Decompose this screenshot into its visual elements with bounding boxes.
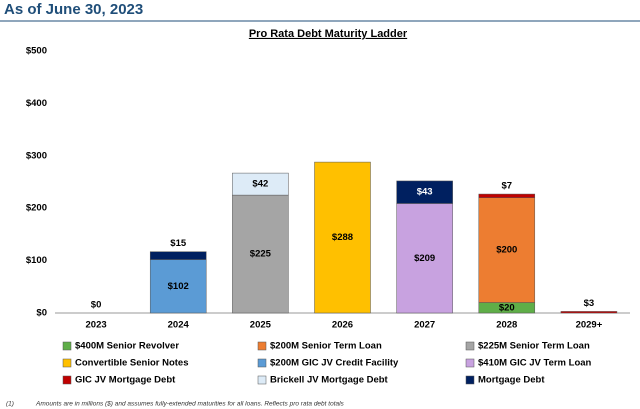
value-label: $209: [414, 253, 435, 264]
bar-segment: [149, 251, 207, 260]
bar-segment: [314, 161, 371, 314]
legend-swatch: [465, 341, 475, 351]
footnote-text: Amounts are in millions ($) and assumes …: [35, 401, 345, 408]
value-label: $42: [252, 179, 268, 190]
legend-swatch: [465, 375, 475, 385]
value-label: $3: [584, 298, 595, 309]
y-tick-label: $200: [26, 203, 47, 214]
y-tick-label: $0: [36, 308, 47, 319]
y-tick-label: $500: [26, 46, 47, 57]
y-tick-label: $300: [26, 150, 47, 161]
x-tick-label: 2029+: [576, 320, 603, 331]
bar-segment: [396, 180, 453, 204]
legend-swatch: [62, 375, 72, 385]
legend-swatch: [257, 341, 267, 351]
legend-label: $225M Senior Term Loan: [478, 341, 590, 352]
legend-swatch: [62, 341, 72, 351]
legend-label: GIC JV Mortgage Debt: [75, 375, 176, 386]
x-tick-label: 2027: [414, 320, 435, 331]
legend-label: Brickell JV Mortgage Debt: [270, 375, 389, 386]
x-tick-label: 2028: [496, 320, 517, 331]
x-tick-label: 2024: [168, 320, 190, 331]
value-label: $200: [496, 245, 517, 256]
bar-segment: [149, 259, 207, 314]
value-label: $0: [91, 300, 102, 311]
y-tick-label: $100: [26, 255, 47, 266]
legend-label: Convertible Senior Notes: [75, 358, 189, 369]
value-label: $7: [501, 181, 512, 192]
value-label: $15: [170, 238, 187, 249]
legend-swatch: [465, 358, 475, 368]
legend-label: $200M Senior Term Loan: [270, 341, 382, 352]
value-label: $43: [417, 187, 433, 198]
legend-swatch: [257, 375, 267, 385]
x-tick-label: 2026: [332, 320, 353, 331]
value-label: $102: [168, 281, 189, 292]
legend-swatch: [62, 358, 72, 368]
bar-segment: [478, 193, 536, 198]
legend-label: $400M Senior Revolver: [75, 341, 179, 352]
x-tick-label: 2023: [86, 320, 107, 331]
chart-title: Pro Rata Debt Maturity Ladder: [249, 28, 408, 40]
bar-segment: [560, 311, 618, 314]
legend-label: $200M GIC JV Credit Facility: [270, 358, 399, 369]
legend-swatch: [257, 358, 267, 368]
x-tick-label: 2025: [250, 320, 272, 331]
bar-segment: [478, 197, 536, 303]
bar-segment: [232, 172, 289, 196]
value-label: $20: [499, 302, 515, 313]
page-header: As of June 30, 2023: [4, 1, 143, 18]
value-label: $225: [250, 249, 272, 260]
legend-label: Mortgage Debt: [478, 375, 545, 386]
y-tick-label: $400: [26, 98, 47, 109]
footnote-marker: (1): [6, 401, 14, 408]
legend-label: $410M GIC JV Term Loan: [478, 358, 592, 369]
value-label: $288: [332, 232, 353, 243]
